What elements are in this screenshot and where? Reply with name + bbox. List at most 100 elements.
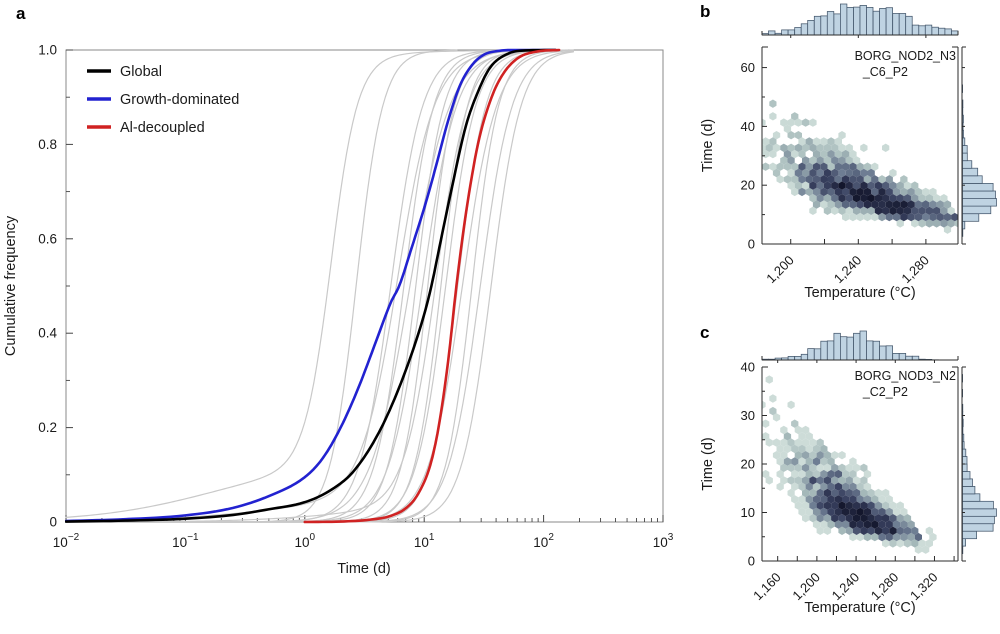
y-tick-label: 0.2 [38, 420, 57, 435]
y-tick-label: 0 [748, 237, 755, 252]
histogram-bar [962, 175, 983, 184]
hexbin [812, 149, 821, 159]
y-tick-label: 20 [741, 178, 755, 193]
hexbin [809, 143, 817, 152]
hexbin [929, 212, 937, 222]
hexbin [794, 463, 802, 472]
hexbin [889, 194, 897, 203]
y-tick-label: 10 [741, 505, 755, 520]
x-tick-label: 10−1 [172, 532, 199, 550]
hexbin [878, 212, 886, 222]
panel-c-plot: 1,160 1,200 1,240 1,280 1,320 0 10 20 30 40 Temper… [700, 330, 997, 616]
legend-label: Growth-dominated [120, 92, 239, 108]
histogram-bar [885, 345, 893, 361]
hexbin [892, 200, 901, 209]
x-tick-label: 1,200 [763, 253, 797, 287]
hexbin [823, 451, 832, 460]
hexbin [809, 451, 817, 460]
hexbin [860, 526, 868, 535]
hexbin [823, 476, 832, 485]
x-axis-label: Temperature (°C) [804, 600, 915, 616]
hexbin [794, 168, 802, 178]
hexbin [831, 476, 839, 485]
histogram-bar [905, 15, 913, 36]
hexbin [816, 168, 824, 178]
hexbin [849, 187, 857, 197]
histogram-bar [840, 3, 848, 36]
hexbin [889, 526, 897, 535]
histogram-bar [962, 190, 996, 199]
hexbin [838, 156, 846, 165]
hexbin [878, 200, 886, 209]
hexbin [845, 463, 853, 472]
hexbin [856, 200, 864, 209]
hexbin [769, 149, 777, 159]
hexbin [922, 200, 930, 209]
hexbin [827, 520, 835, 529]
hexbin [812, 482, 821, 491]
hexbin [940, 206, 948, 215]
hexbin [838, 514, 846, 523]
hexbin [852, 526, 861, 535]
hexbin [885, 495, 893, 504]
hexbin [867, 514, 875, 523]
hexbin [914, 212, 922, 222]
hexbin [867, 168, 875, 178]
hexbin [794, 476, 802, 485]
hexbin [849, 457, 857, 466]
histogram-bar [885, 7, 893, 36]
hexbin [831, 488, 839, 498]
hexbin [820, 520, 828, 529]
x-tick-label: 102 [533, 532, 554, 550]
hexbin [798, 444, 806, 454]
y-tick-label: 20 [741, 457, 755, 472]
histogram-bar [962, 530, 977, 540]
hexbin [812, 469, 821, 479]
sample-name-line2: _C6_P2 [862, 65, 908, 79]
y-tick-label: 0.4 [38, 326, 57, 341]
hexbin [838, 143, 846, 152]
y-tick-label: 40 [741, 360, 755, 375]
histogram-bar [944, 28, 952, 36]
hexbin [838, 451, 846, 460]
hexbin [947, 206, 955, 215]
hexbin [802, 501, 810, 510]
hexbin [852, 476, 861, 485]
hexbin [787, 156, 795, 165]
hexbin [878, 187, 886, 197]
histogram-bar [872, 340, 880, 361]
hexbin [809, 168, 817, 178]
hexbin [842, 212, 850, 222]
hexbin [842, 507, 850, 517]
hexbin [831, 206, 839, 215]
histogram-bar [859, 5, 867, 36]
hexbin [863, 212, 872, 222]
hexbin [776, 162, 784, 171]
hexbin [860, 501, 868, 510]
hexbin [827, 495, 835, 504]
hexbin [907, 212, 915, 222]
panel-a-plot: 10−2 10−1 100 101 102 103 0 0.2 0.4 0.6 0.8 1.0 Time… [3, 43, 674, 578]
hexbin [914, 545, 922, 554]
hexbin [805, 432, 813, 441]
hexbin [780, 451, 788, 460]
hexbin [780, 143, 788, 152]
histogram-bar [962, 433, 965, 443]
hexbin [802, 463, 810, 472]
hexbin [896, 194, 904, 203]
hexbin [907, 187, 915, 197]
hexbin [929, 532, 937, 542]
hexbin [845, 488, 853, 498]
hexbin [896, 526, 904, 535]
histogram-bar [840, 336, 848, 361]
hexbin [842, 495, 850, 504]
hexbin [809, 463, 817, 472]
panel-label-a: a [16, 4, 26, 23]
top-histogram [761, 330, 959, 363]
histogram-bar [962, 493, 981, 502]
hexbin [863, 495, 872, 504]
hexbin [787, 438, 795, 447]
hexbin [776, 444, 784, 454]
hexbin [820, 457, 828, 466]
hexbin [823, 514, 832, 523]
